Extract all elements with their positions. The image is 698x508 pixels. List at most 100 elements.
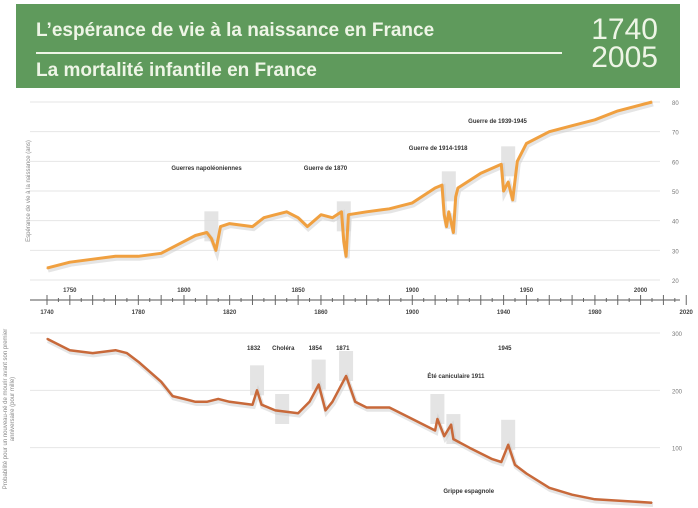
data-point <box>160 252 162 254</box>
data-point <box>114 255 117 257</box>
year-start: 1740 <box>591 13 658 46</box>
data-point <box>219 226 222 228</box>
annotation-label: Guerre de 1870 <box>304 166 348 172</box>
y-tick-label: 80 <box>672 101 679 107</box>
annotation-label: 1871 <box>336 346 350 352</box>
data-point <box>229 223 231 225</box>
x-tick-label-bottom: 1780 <box>132 310 146 316</box>
data-point <box>594 498 596 500</box>
y-tick-label: 300 <box>672 332 683 338</box>
data-point <box>434 429 436 432</box>
data-point <box>443 435 445 437</box>
annotation-label: Choléra <box>272 346 295 352</box>
data-point <box>324 409 327 411</box>
data-point <box>436 418 438 420</box>
data-point <box>443 214 445 216</box>
data-point <box>297 217 299 219</box>
y-tick-label: 200 <box>672 389 683 395</box>
data-point <box>345 255 347 257</box>
data-point <box>503 190 505 192</box>
data-point <box>516 160 518 162</box>
annotation-label: Guerre de 1914-1918 <box>409 146 468 152</box>
data-point <box>183 398 185 400</box>
data-point <box>46 267 48 269</box>
data-point <box>340 211 343 213</box>
data-point <box>388 406 391 409</box>
x-tick-label-bottom: 1900 <box>406 310 420 316</box>
life-expectancy-line <box>46 100 653 270</box>
x-tick-label-top: 2000 <box>634 288 648 294</box>
data-point <box>331 401 333 403</box>
data-point <box>137 361 139 363</box>
x-tick-label-top: 1950 <box>520 288 534 294</box>
annotation-label: Été caniculaire 1911 <box>427 372 485 380</box>
data-point <box>525 142 528 145</box>
data-point <box>354 401 356 403</box>
x-tick-label-top: 1900 <box>406 288 420 294</box>
x-tick-label-bottom: 1940 <box>497 310 511 316</box>
x-tick-label-bottom: 1820 <box>223 310 237 316</box>
x-tick-label-bottom: 1860 <box>314 310 328 316</box>
data-point <box>343 240 345 243</box>
data-point <box>651 502 653 504</box>
data-point <box>571 494 573 496</box>
data-point <box>261 404 263 406</box>
x-tick-label-top: 1750 <box>63 288 77 294</box>
data-point <box>306 226 308 228</box>
y-tick-label: 100 <box>672 447 683 453</box>
data-point <box>46 338 48 340</box>
data-point <box>92 352 94 354</box>
x-tick-label-top: 1850 <box>291 288 305 294</box>
x-tick-label-bottom: 1980 <box>588 310 602 316</box>
data-point <box>345 375 347 377</box>
data-point <box>251 404 254 406</box>
title-divider <box>36 52 562 54</box>
data-point <box>434 187 436 189</box>
data-point <box>617 110 619 112</box>
data-point <box>206 401 208 403</box>
data-point <box>320 214 322 216</box>
annotation-band <box>275 394 290 424</box>
data-point <box>263 217 265 219</box>
infant-mortality-line <box>46 337 653 504</box>
data-point <box>347 214 349 216</box>
data-point <box>445 226 448 228</box>
annotation-band <box>311 359 326 390</box>
data-point <box>548 131 550 133</box>
data-point <box>594 119 596 121</box>
annotation-band <box>250 365 265 396</box>
annotation-band <box>430 394 445 424</box>
title-banner: L’espérance de vie à la naissance en Fra… <box>16 4 680 88</box>
annotation-label: 1832 <box>247 346 261 352</box>
y-tick-label: 70 <box>672 131 679 137</box>
data-point <box>297 412 299 414</box>
data-point <box>452 438 454 440</box>
x-tick-label-top: 1800 <box>177 288 191 294</box>
year-end: 2005 <box>591 41 658 74</box>
data-point <box>274 409 276 411</box>
data-point <box>92 258 94 260</box>
data-point <box>507 181 509 183</box>
data-point <box>114 349 117 351</box>
data-point <box>571 125 573 127</box>
data-point <box>468 447 470 449</box>
data-point <box>194 234 196 237</box>
annotation-label: Guerre de 1939-1945 <box>468 119 527 125</box>
data-point <box>318 384 320 386</box>
data-point <box>500 461 502 463</box>
data-point <box>514 464 516 466</box>
data-point <box>448 211 450 213</box>
data-point <box>491 458 493 460</box>
annotation-label: Grippe espagnole <box>443 489 494 495</box>
data-point <box>215 249 217 251</box>
data-point <box>651 101 653 103</box>
data-point <box>286 211 288 213</box>
data-point <box>160 381 162 383</box>
data-point <box>308 401 311 403</box>
y-tick-label: 20 <box>672 279 679 285</box>
title-infant-mortality: La mortalité infantile en France <box>36 60 317 81</box>
data-point <box>206 231 208 234</box>
data-point <box>210 237 212 240</box>
data-point <box>69 261 71 263</box>
